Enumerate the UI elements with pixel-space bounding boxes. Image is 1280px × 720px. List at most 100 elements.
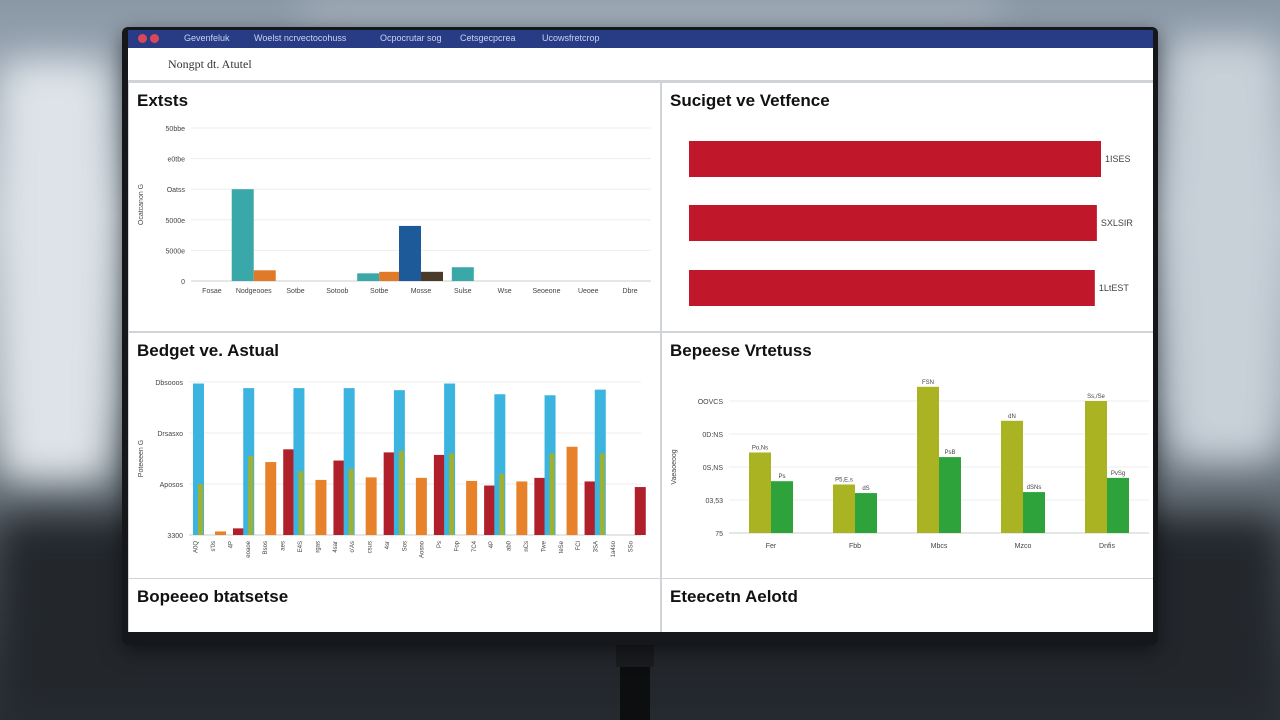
panel-title: Extsts <box>137 91 189 110</box>
background-ceiling <box>300 0 1000 25</box>
x-tick-label: Twe <box>541 540 547 552</box>
y-tick-label: 75 <box>715 531 723 538</box>
y-tick-label: Drsasxo <box>157 431 183 438</box>
bar <box>484 485 496 535</box>
x-tick-label: Aosno <box>420 540 426 558</box>
bar <box>634 487 646 535</box>
bar <box>343 388 355 535</box>
panel-budget-actual: Bedget ve. Astual 3300 Aposos Drsasxo Dbsoo… <box>128 332 661 579</box>
data-label: 1LtEST <box>1099 283 1130 293</box>
panel-title: Bopeeeo btatsetse <box>137 587 289 606</box>
x-tick-label: Sotoob <box>326 288 348 295</box>
x-tick-label: Mbcs <box>931 543 948 550</box>
x-tick-label: Ueoee <box>578 288 599 295</box>
x-tick-label: Sotbe <box>286 288 304 295</box>
y-tick-label: Oatss <box>167 187 186 194</box>
x-tick-label: SSo <box>628 540 634 552</box>
chart-expenses: 0 5000e 5000e Oatss e0tbe 50bbe Ocatcanon G Fos… <box>138 126 651 295</box>
data-label: Ps <box>778 474 785 480</box>
bar <box>749 452 771 533</box>
nav-item[interactable]: Ocpocrutar sog <box>380 33 442 43</box>
chart-expense-variance: 75 03,53 0S,NS 0D:NS OOVCS Vaeaoeoog Fer Po,Ns P… <box>671 380 1149 550</box>
x-tick-label: Mosse <box>411 288 432 295</box>
x-tick-label: nCs <box>524 541 530 552</box>
dashboard-screen: Gevenfeluk Woelst ncrvectocohuss Ocpocru… <box>128 30 1153 632</box>
x-tick-label: 4P <box>228 541 234 548</box>
data-label: Po,Ns <box>752 445 768 451</box>
panel-title: Bepeese Vrtetuss <box>670 341 812 360</box>
y-axis-label: Poteeeen G <box>138 440 145 477</box>
nav-item[interactable]: Woelst ncrvectocohuss <box>254 33 347 43</box>
data-label: dS <box>862 486 869 492</box>
bar <box>599 453 605 535</box>
bar <box>415 477 427 535</box>
data-label: Ss,/Se <box>1087 394 1105 400</box>
y-axis-label: Vaeaoeoog <box>671 449 678 484</box>
x-tick-label: Ps <box>437 541 443 548</box>
x-tick-label: Fbb <box>849 543 861 550</box>
panel-expense-actual: Eteecetn Aelotd <box>661 578 1153 632</box>
y-tick-label: 03,53 <box>705 498 723 505</box>
bar <box>1107 477 1129 533</box>
bar <box>365 477 377 535</box>
bar <box>315 479 327 535</box>
bar <box>466 480 478 535</box>
y-tick-label: 50bbe <box>166 126 186 133</box>
data-label: PvSg <box>1111 471 1125 477</box>
bar <box>231 189 254 281</box>
x-tick-label: s'0s <box>211 541 217 551</box>
bar <box>516 481 528 535</box>
bar <box>1023 492 1045 533</box>
bar <box>265 462 277 535</box>
x-tick-label: Fer <box>766 543 777 550</box>
x-tick-label: 4P <box>489 541 495 548</box>
bar <box>379 271 402 281</box>
x-tick-label: FCl <box>576 541 582 550</box>
background-window <box>0 60 110 480</box>
x-tick-label: Sulse <box>454 288 472 295</box>
bar <box>283 449 295 535</box>
x-tick-label: 1a4so <box>611 540 617 557</box>
page-header: Nongpt dt. Atutel <box>128 48 1153 82</box>
data-label: dN <box>1008 414 1016 420</box>
data-label: P5,E,s <box>835 477 853 483</box>
x-tick-label: A0Q <box>194 541 200 553</box>
x-tick-label: Wse <box>498 288 512 295</box>
panel-expense-statistics: Bopeeeo btatsetse <box>128 578 661 632</box>
panel-title: Suciget ve Vetfence <box>670 91 830 110</box>
nav-item[interactable]: Ucowsfretcrop <box>542 33 600 43</box>
y-tick-label: e0tbe <box>167 157 185 164</box>
x-tick-label: Dnfis <box>1099 543 1115 550</box>
bar <box>421 271 443 281</box>
bar <box>494 394 506 535</box>
window-control-icon[interactable] <box>138 34 147 43</box>
y-tick-label: 0S,NS <box>703 465 724 472</box>
nav-item[interactable]: Cetsgecpcrea <box>460 33 516 43</box>
x-tick-label: 3SA <box>594 541 600 552</box>
x-tick-label: Mzco <box>1015 543 1032 550</box>
bar <box>399 225 421 281</box>
bar <box>917 386 939 533</box>
bar <box>357 273 380 281</box>
bar <box>549 453 555 535</box>
bar <box>534 477 546 535</box>
bar <box>348 468 354 535</box>
nav-item[interactable]: Gevenfeluk <box>184 33 230 43</box>
data-label: dSNs <box>1027 485 1042 491</box>
chart-budget-variance: 1ISES SXLSIR 1LtEST <box>689 141 1134 306</box>
bar <box>566 446 578 535</box>
page-title: Nongpt dt. Atutel <box>168 57 252 71</box>
bar <box>833 484 855 533</box>
top-nav-bar: Gevenfeluk Woelst ncrvectocohuss Ocpocru… <box>128 30 1153 48</box>
y-tick-label: Aposos <box>160 482 184 489</box>
window-control-icon[interactable] <box>150 34 159 43</box>
bar <box>233 528 244 535</box>
bar <box>248 455 254 535</box>
y-tick-label: Dbsooos <box>155 380 183 387</box>
bar <box>198 484 203 535</box>
data-label: SXLSIR <box>1101 218 1134 228</box>
panel-expenses: Extsts 0 5000e 5000e Oatss e0tbe 50bbe Ocatcan… <box>128 82 661 332</box>
bar <box>855 493 877 533</box>
x-tick-label: teSe <box>559 540 565 553</box>
y-tick-label: 0 <box>181 279 185 286</box>
